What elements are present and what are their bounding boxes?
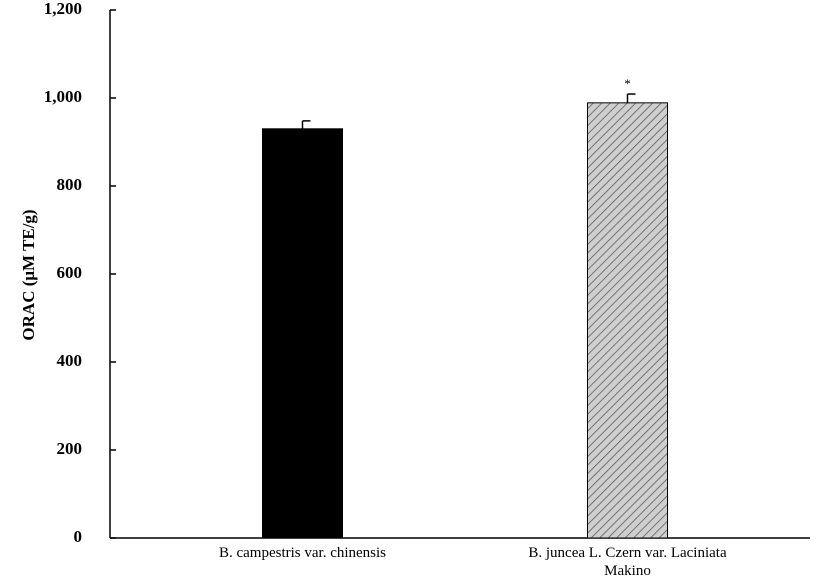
significance-mark: * [624,76,631,91]
y-tick-label: 400 [57,351,83,370]
y-tick-label: 800 [57,175,83,194]
y-tick-label: 1,200 [44,0,82,18]
y-tick-label: 1,000 [44,87,82,106]
y-tick-label: 0 [74,527,83,546]
x-tick-label: B. juncea L. Czern var. Laciniata Makino [528,545,727,579]
bar [262,128,343,539]
bar [587,102,668,539]
y-axis-label: ORAC (μM TE/g) [19,209,38,340]
y-tick-label: 200 [57,439,83,458]
x-tick-label: B. campestris var. chinensis [218,545,387,561]
y-tick-label: 600 [57,263,83,282]
